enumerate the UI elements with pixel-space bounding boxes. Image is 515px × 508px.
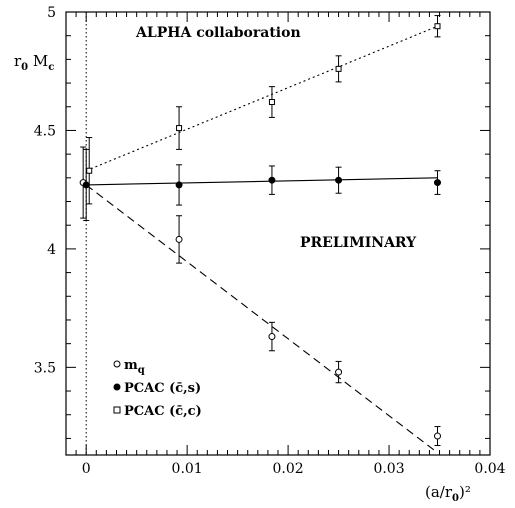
legend-marker-pcac-cc [113,406,121,414]
preliminary-annotation: PRELIMINARY [300,235,417,251]
data-point-circle [82,181,90,189]
chart-title: ALPHA collaboration [135,25,301,41]
legend-label-pcac-cs: PCAC (c̄,s) [124,381,201,396]
legend-label-pcac-cc: PCAC (c̄,c) [124,404,202,419]
data-point-square [268,99,275,106]
x-tick-label: 0.04 [474,461,505,477]
legend: mq PCAC (c̄,s) PCAC (c̄,c) [113,358,202,419]
data-point-square [176,125,183,132]
y-tick-label: 3.5 [34,360,56,376]
x-tick-label: 0.01 [172,461,203,477]
fit-line-series-2 [85,25,438,172]
data-point-square [434,23,441,30]
legend-marker-mq [113,360,121,368]
fit-line-series-0 [85,184,438,454]
data-point-circle [434,432,442,440]
data-point-circle [335,368,343,376]
x-axis-label: (a/r0)² [425,483,471,504]
data-point-square [335,65,342,72]
data-point-circle [335,176,343,184]
x-tick-label: 0 [82,461,91,477]
data-point-circle [175,181,183,189]
y-tick-label: 5 [47,5,56,21]
data-point-circle [434,179,442,187]
x-tick-label: 0.03 [373,461,404,477]
data-points [79,15,442,447]
x-tick-label: 0.02 [273,461,304,477]
y-tick-label: 4 [47,242,56,258]
y-tick-label: 4.5 [34,123,56,139]
data-point-circle [268,176,276,184]
fit-lines [85,12,438,455]
axis-ticks: 0 0.01 0.02 0.03 0.04 3.5 4 4.5 5 [34,5,506,477]
fit-line-series-1 [86,177,438,186]
legend-label-mq: mq [124,358,145,376]
legend-marker-pcac-cs [113,383,121,391]
y-axis-label: r0 Mc [14,52,54,73]
data-point-circle [268,333,276,341]
data-point-square [86,167,93,174]
data-point-circle [175,235,183,243]
